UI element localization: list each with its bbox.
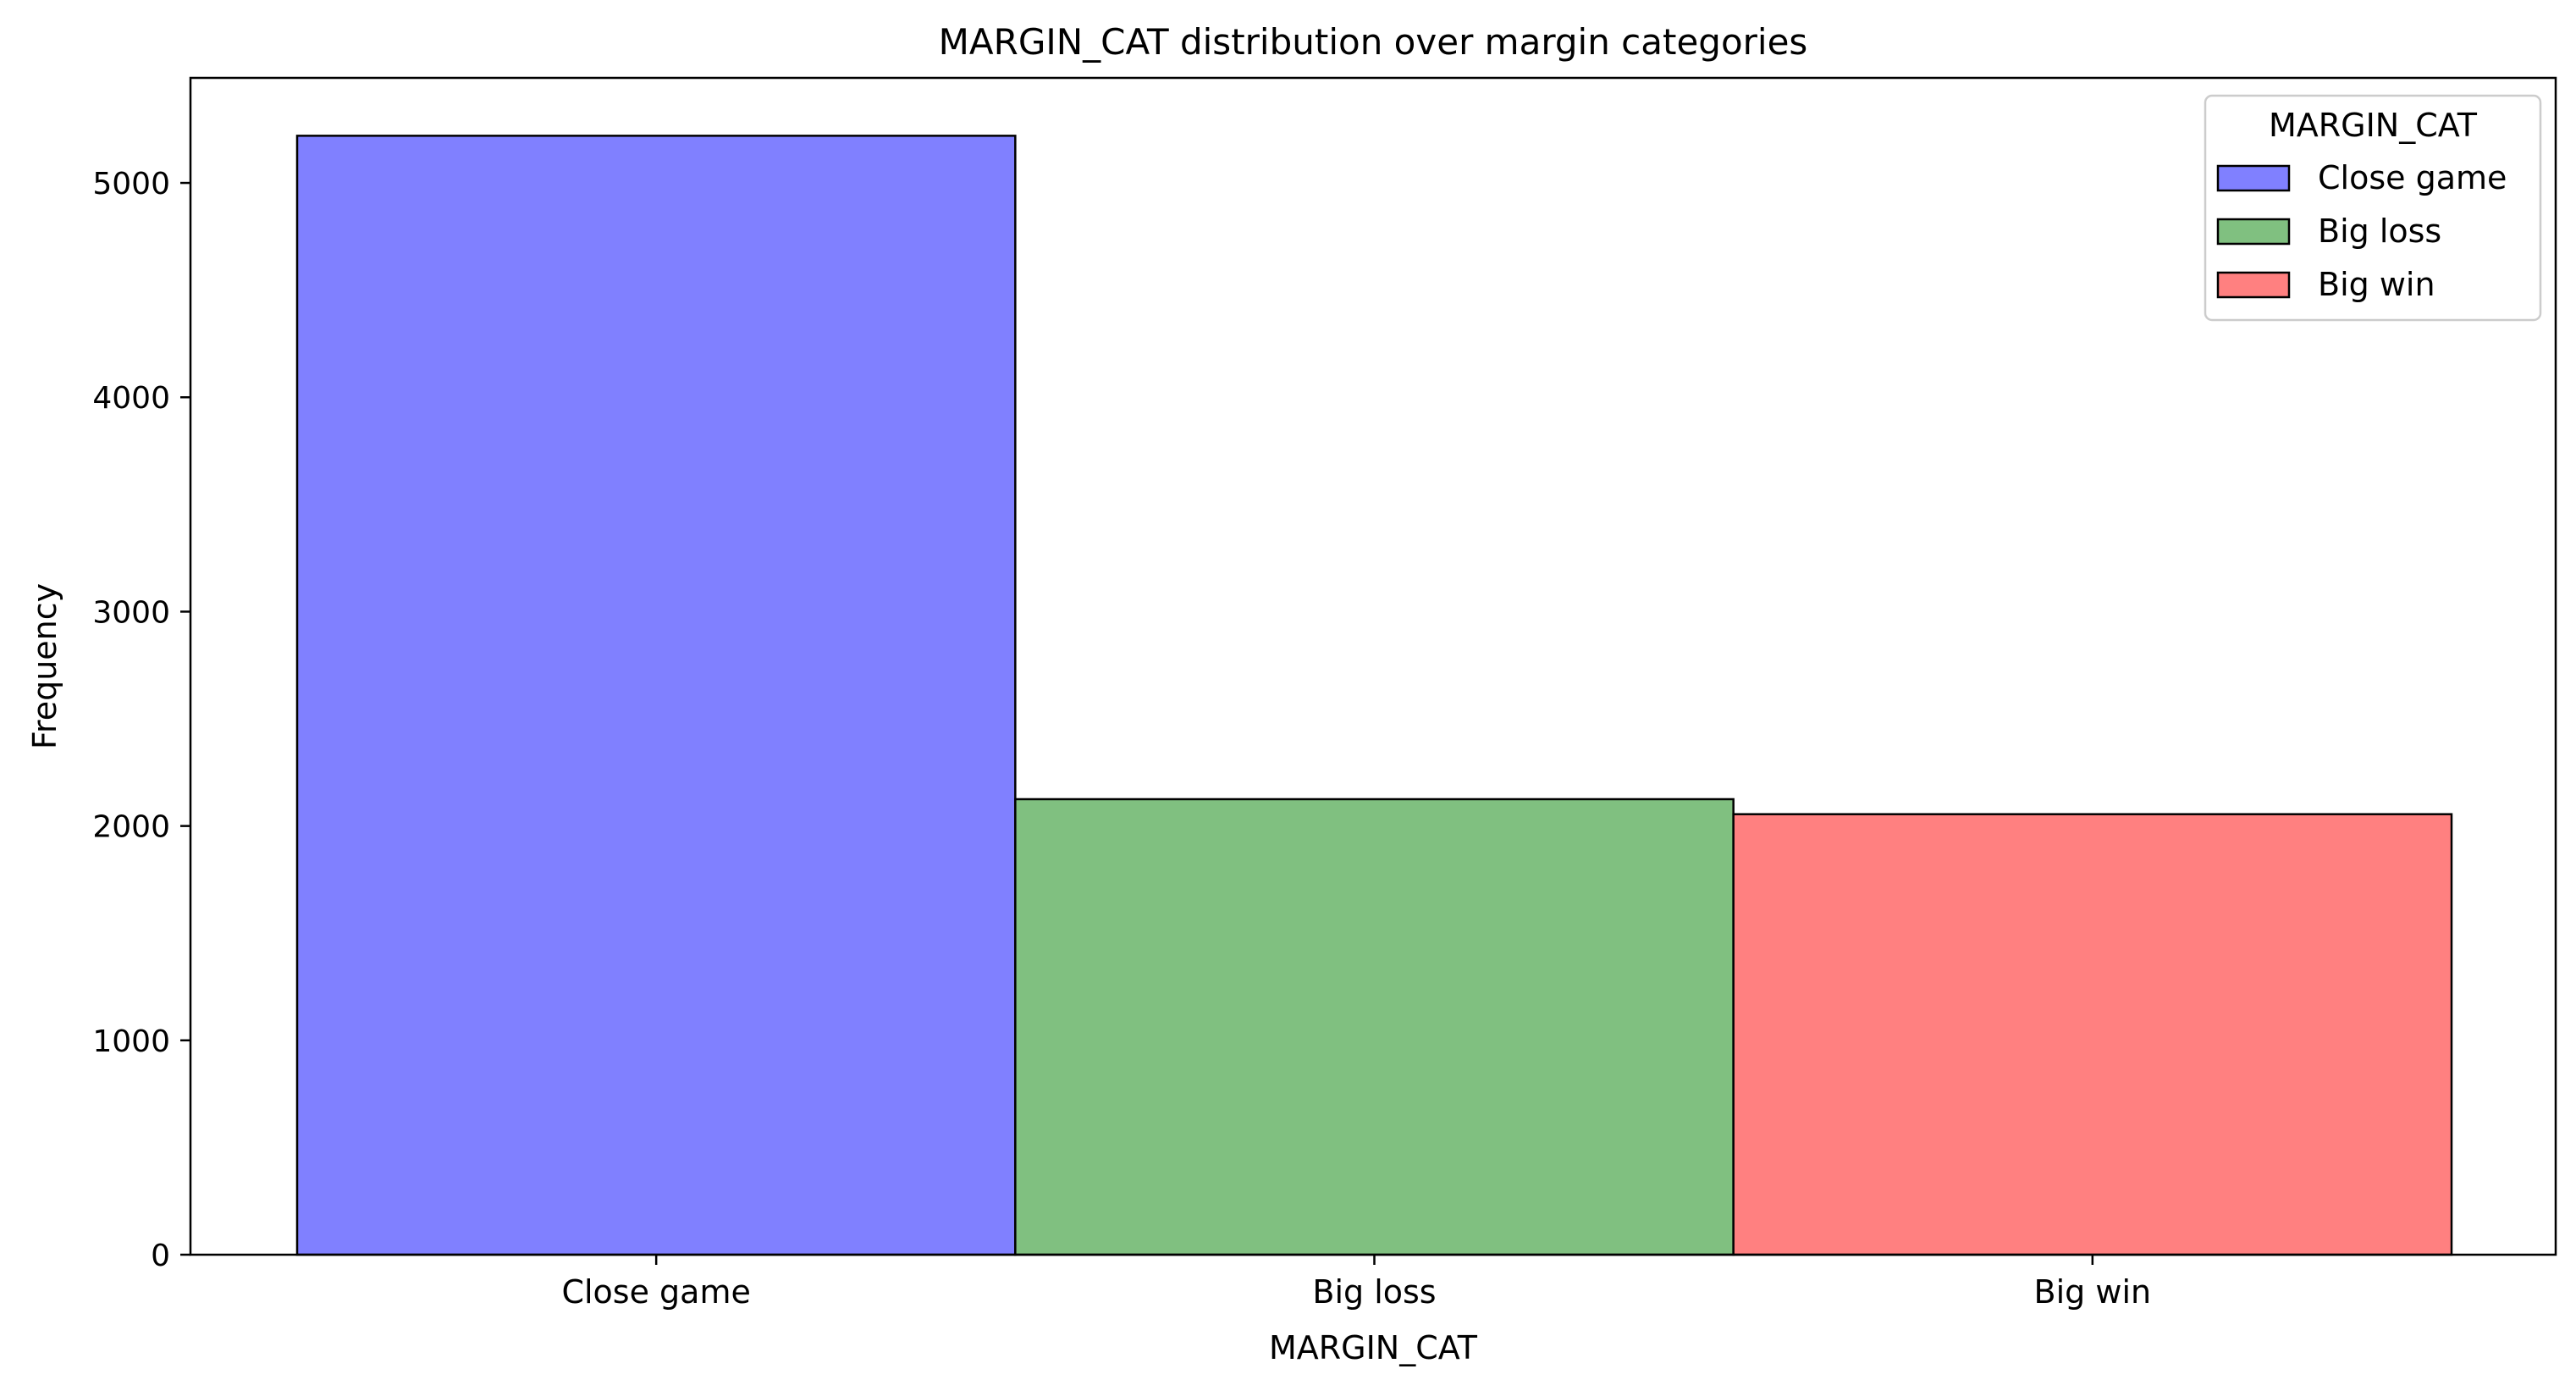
legend-box <box>2204 94 2542 322</box>
bar-big-loss <box>1014 798 1735 1256</box>
bar-big-win <box>1732 813 2453 1256</box>
x-axis-label: MARGIN_CAT <box>1269 1329 1478 1366</box>
chart-title: MARGIN_CAT distribution over margin cate… <box>939 21 1808 63</box>
x-tick-label: Big win <box>2034 1273 2152 1311</box>
legend-swatch-big-loss <box>2216 218 2291 246</box>
y-tick-label: 3000 <box>92 595 170 630</box>
y-tick-label: 2000 <box>92 810 170 845</box>
y-tick-label: 1000 <box>92 1024 170 1059</box>
legend-label-close-game: Close game <box>2318 159 2507 196</box>
bars-layer <box>295 135 2453 1256</box>
y-tick-label: 5000 <box>92 167 170 201</box>
y-tick-label: 0 <box>151 1239 170 1273</box>
legend-entries: Close game Big loss Big win <box>2216 159 2507 303</box>
legend-title: MARGIN_CAT <box>2269 107 2478 144</box>
legend-label-big-loss: Big loss <box>2318 213 2441 250</box>
legend-swatch-big-win <box>2216 271 2291 299</box>
bar-close-game <box>295 135 1017 1256</box>
y-tick-label: 4000 <box>92 381 170 416</box>
y-axis-label: Frequency <box>26 583 63 749</box>
x-axis: Close game Big loss Big win <box>561 1255 2151 1311</box>
legend-swatch-close-game <box>2216 164 2291 192</box>
plot-area-frame <box>189 76 2557 1256</box>
x-tick-label: Big loss <box>1312 1273 1436 1311</box>
y-axis: 0 1000 2000 3000 4000 5000 <box>92 167 190 1273</box>
legend-label-big-win: Big win <box>2318 266 2435 303</box>
legend: MARGIN_CAT Close game Big loss Big win <box>2204 94 2542 322</box>
x-tick-label: Close game <box>561 1273 750 1311</box>
